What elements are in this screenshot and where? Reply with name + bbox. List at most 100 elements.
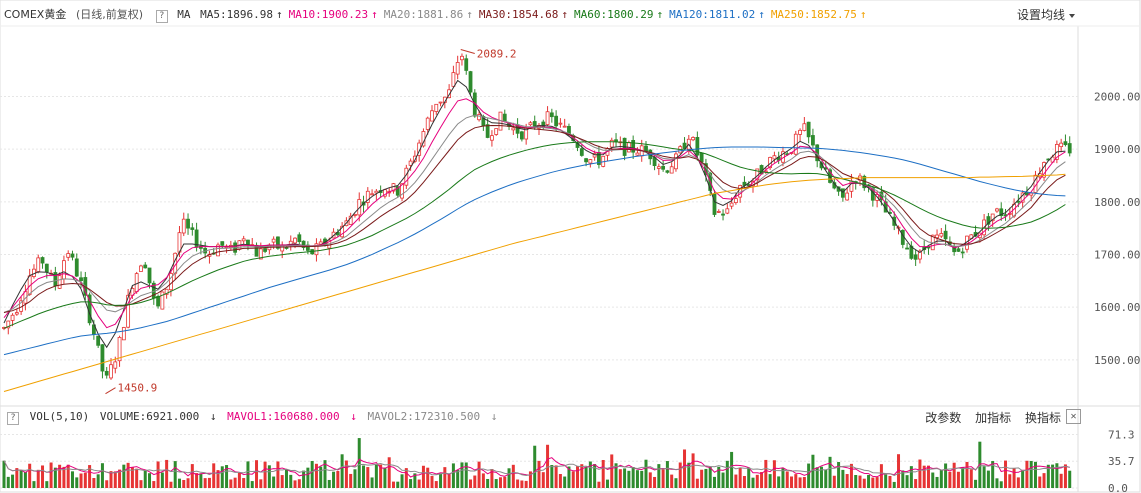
volume-bar: [109, 471, 113, 488]
ma-legend-items: MA5:1896.98 ↑ MA10:1900.23 ↑ MA20:1881.86 ↑ MA…: [200, 8, 872, 21]
ma-legend-item: MA20:1881.86: [383, 8, 464, 21]
top-legend-bar: COMEX黄金 (日线,前复权) ? MA MA5:1896.98 ↑ MA10:1…: [0, 0, 1141, 26]
volume-bar: [999, 481, 1003, 488]
volume-bar: [430, 475, 434, 488]
help-icon[interactable]: ?: [155, 10, 168, 23]
volume-bar: [160, 472, 164, 488]
volume-bar: [379, 464, 383, 488]
candle-body: [485, 124, 490, 138]
candle-body: [62, 260, 66, 280]
volume-bar: [297, 479, 301, 488]
volume-bar: [901, 470, 905, 488]
volume-bar: [280, 475, 284, 488]
volume-bar: [819, 466, 823, 488]
candle-body: [314, 243, 319, 256]
candle-body: [425, 117, 430, 130]
candle-body: [691, 137, 695, 141]
high-marker-arrow: [460, 49, 475, 54]
volume-bar: [289, 474, 293, 488]
volume-bar: [45, 481, 49, 488]
volume-bar: [764, 459, 768, 488]
volume-bar: [785, 471, 789, 488]
volume-bar: [648, 472, 652, 488]
add-indicator-button[interactable]: 加指标: [975, 411, 1012, 425]
volume-legend: ? VOL(5,10) VOLUME:6921.000 ↓ MAVOL1:160…: [4, 410, 501, 425]
volume-bar: [143, 469, 147, 488]
close-icon[interactable]: ✕: [1066, 409, 1081, 424]
arrow-up-icon: ↑: [466, 8, 473, 21]
volume-bar: [173, 461, 177, 488]
volume-help-icon[interactable]: ?: [7, 412, 19, 425]
volume-bar: [1059, 473, 1063, 488]
volume-tick-label: 0.0: [1108, 482, 1128, 493]
candle-body: [305, 244, 310, 251]
mavol1-value: MAVOL1:160680.000: [227, 410, 340, 423]
candle-body: [357, 199, 362, 216]
volume-bar: [730, 451, 734, 488]
volume-bar: [396, 481, 400, 488]
volume-bar: [19, 470, 23, 488]
candle-body: [682, 142, 687, 149]
candle-body: [943, 230, 948, 240]
volume-bar: [845, 474, 849, 488]
volume-tick-label: 35.7: [1108, 455, 1135, 468]
volume-indicator-name: VOL(5,10): [29, 410, 90, 423]
volume-bar: [464, 462, 468, 488]
candle-body: [725, 208, 730, 214]
volume-bar: [417, 479, 421, 488]
candle-body: [70, 253, 75, 258]
ma-settings-label: 设置均线: [1016, 8, 1065, 22]
arrow-up-icon: ↑: [758, 8, 765, 21]
volume-bar: [678, 462, 682, 488]
candle-body: [669, 166, 674, 174]
volume-bar: [631, 467, 635, 488]
candle-body: [939, 233, 944, 237]
volume-bar: [486, 478, 490, 488]
candle-body: [960, 251, 965, 254]
volume-bar: [837, 461, 841, 488]
candle-body: [674, 153, 678, 170]
chart-mode: (日线,前复权): [75, 8, 144, 21]
chevron-down-icon: [1069, 13, 1075, 18]
volume-bar: [70, 471, 74, 488]
volume-bar: [79, 473, 83, 488]
volume-bar: [498, 477, 502, 488]
candle-body: [6, 320, 11, 329]
low-marker-arrow: [105, 387, 116, 395]
candle-body: [918, 250, 922, 260]
switch-indicator-button[interactable]: 换指标: [1024, 411, 1061, 425]
volume-bar: [661, 469, 665, 488]
candle-body: [318, 241, 323, 245]
volume-bar: [233, 477, 237, 488]
mavol2-value: MAVOL2:172310.500: [367, 410, 481, 423]
price-tick-label: 1800.00: [1094, 196, 1140, 209]
volume-bar: [815, 467, 819, 488]
candle-body: [395, 186, 400, 196]
volume-bar: [494, 479, 498, 488]
candle-body: [66, 253, 71, 258]
volume-bar: [400, 474, 404, 488]
edit-params-button[interactable]: 改参数: [925, 411, 962, 425]
volume-bar: [332, 471, 336, 488]
candle-body: [665, 170, 670, 173]
volume-bar: [875, 477, 879, 488]
volume-bar: [49, 462, 53, 488]
candle-body: [412, 155, 417, 162]
candle-body: [96, 335, 101, 346]
ma-legend: COMEX黄金 (日线,前复权) ? MA MA5:1896.98 ↑ MA10:1…: [4, 6, 876, 23]
volume-bar: [520, 480, 524, 488]
candle-body: [147, 267, 152, 284]
candle-body: [220, 241, 225, 246]
candle-body: [661, 165, 666, 170]
volume-bar: [952, 462, 956, 488]
ma-settings-dropdown[interactable]: 设置均线: [1017, 6, 1075, 23]
volume-bar: [567, 466, 571, 488]
volume-bar: [674, 478, 678, 488]
volume-bar: [794, 474, 798, 488]
volume-bar: [443, 467, 447, 488]
volume-bar: [614, 463, 618, 488]
candle-body: [190, 227, 195, 230]
candle-body: [246, 239, 250, 246]
